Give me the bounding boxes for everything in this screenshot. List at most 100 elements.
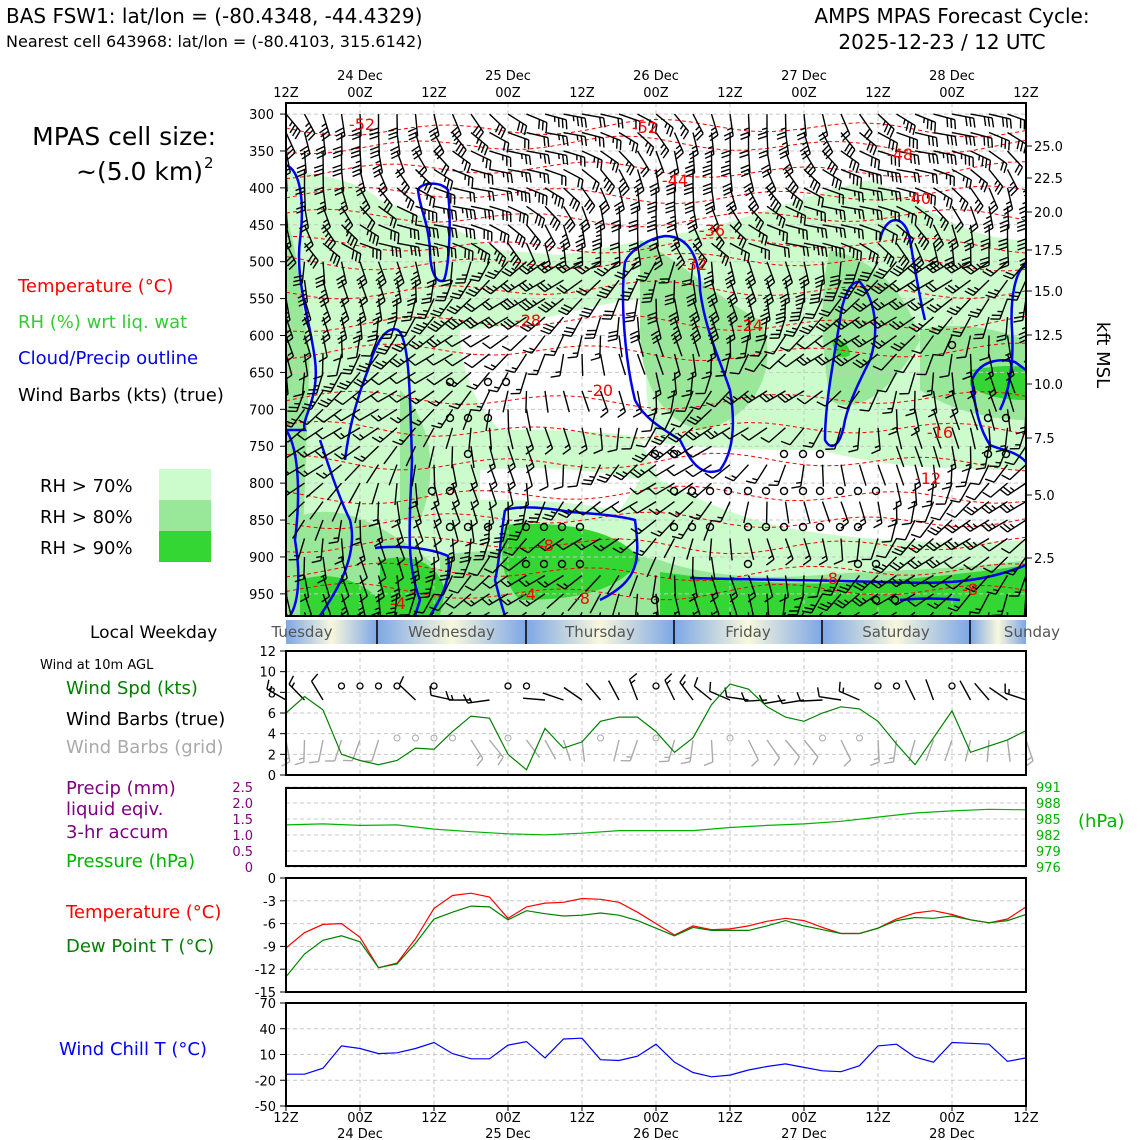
bottom-hour-label: 00Z (791, 1111, 817, 1126)
wind-barb (982, 482, 1008, 498)
grid-wind-barb (620, 739, 639, 762)
bottom-hour-label: 12Z (717, 1111, 743, 1126)
wind-barb (444, 353, 472, 367)
wind-barb (928, 611, 934, 616)
pressure-tick-label: 988 (1036, 797, 1061, 812)
wind-barb (963, 224, 975, 252)
wind-barb (465, 519, 475, 547)
grid-wind-barb (1006, 739, 1011, 762)
wind-barb (372, 150, 384, 178)
wind-barb (410, 316, 435, 335)
panel-frame (285, 877, 1027, 993)
wind-barb (822, 242, 846, 259)
isotherm-line (286, 420, 1026, 439)
wind-barb (816, 687, 842, 701)
legend-chill: Wind Chill T (°C) (59, 1039, 207, 1060)
wind-barb (359, 556, 368, 585)
wind-barb (926, 298, 953, 313)
top-hour-label: 12Z (1013, 86, 1039, 101)
wind-barb (507, 242, 522, 270)
wind-barb (823, 279, 842, 302)
legend-rh80: RH > 80% (40, 507, 133, 528)
wind-barb (950, 482, 972, 503)
wind-barb (385, 593, 398, 616)
wind-barb (415, 242, 440, 257)
legend-precip-3: 3-hr accum (66, 822, 168, 843)
hpa-tick-label: 750 (249, 440, 274, 455)
wind-barb (888, 279, 916, 293)
wind-barb (836, 574, 861, 594)
calm-circle (798, 486, 808, 496)
wind-barb (463, 298, 490, 313)
wind-barb (778, 353, 805, 368)
wind-barb (310, 673, 324, 701)
calm-circle (504, 682, 512, 690)
wind-barb (793, 575, 805, 601)
top-hour-label: 12Z (421, 86, 447, 101)
cloud-outline (504, 506, 639, 602)
wind-barb (430, 538, 440, 566)
weekday-name: Friday (725, 623, 771, 641)
wind-barb (686, 408, 712, 426)
bottom-hour-label: 12Z (569, 1111, 595, 1126)
calm-circle (890, 595, 900, 605)
wind-barb (288, 675, 305, 701)
cloud-outline (493, 509, 507, 616)
wind-barb (612, 537, 638, 554)
wind-barb (544, 131, 569, 146)
wind-barb (702, 150, 713, 177)
wind-barb (489, 113, 507, 139)
wind-barb (425, 353, 453, 366)
precip-tick-label: 1.5 (232, 813, 253, 828)
wind-barb (888, 574, 916, 588)
wind-barb (266, 679, 287, 701)
wind-barb (553, 464, 565, 491)
kft-tick-label: 7.5 (1034, 432, 1055, 447)
wind-barb (829, 261, 842, 287)
wind-barb (448, 574, 472, 594)
wind-barb (315, 132, 327, 160)
wind-barb (723, 113, 734, 141)
wind-barb (1006, 390, 1015, 413)
wind-barb (743, 501, 750, 524)
grid-wind-barb (525, 739, 541, 759)
wind-barb (840, 168, 863, 188)
wind-barb (525, 427, 535, 455)
wind-barb (925, 574, 953, 588)
wind-barb (544, 224, 556, 252)
wind-barb (334, 113, 346, 141)
bottom-date-label: 26 Dec (633, 1127, 679, 1140)
calm-circle (522, 682, 531, 690)
wind-barb (962, 353, 973, 380)
wind-barb (415, 168, 433, 194)
wind-barb (462, 316, 490, 329)
weekday-band: Tuesday Wednesday Thursday Friday Saturday Su… (270, 620, 1060, 644)
wind-barb (747, 538, 755, 561)
wind-barb (370, 408, 398, 422)
wind-barb (427, 390, 453, 407)
wind-barb (1006, 169, 1019, 197)
wind-barb (785, 242, 810, 257)
wind-barb (896, 150, 920, 165)
wind-barb (500, 279, 527, 293)
hpa-tick-label: 950 (249, 588, 274, 603)
bottom-hour-label: 00Z (347, 1111, 373, 1126)
wind-barb (286, 113, 301, 140)
grid-wind-barb (562, 739, 572, 762)
grid-wind-barb (803, 739, 819, 766)
wind-barb (334, 445, 361, 460)
wind-barb (628, 672, 639, 701)
wind-barb (896, 113, 916, 136)
wind-barb (652, 593, 659, 616)
pressure-line (285, 808, 1027, 836)
wind-barb (340, 575, 350, 603)
wind-barb (779, 575, 789, 602)
top-hour-label: 00Z (495, 86, 521, 101)
cloud-outline (374, 545, 451, 616)
wind-barb (599, 390, 609, 418)
wind-barb (303, 242, 319, 269)
wind-barb (979, 243, 990, 269)
wind-barb (641, 409, 657, 433)
wind-barb (482, 279, 509, 295)
wind-barb (600, 131, 622, 151)
